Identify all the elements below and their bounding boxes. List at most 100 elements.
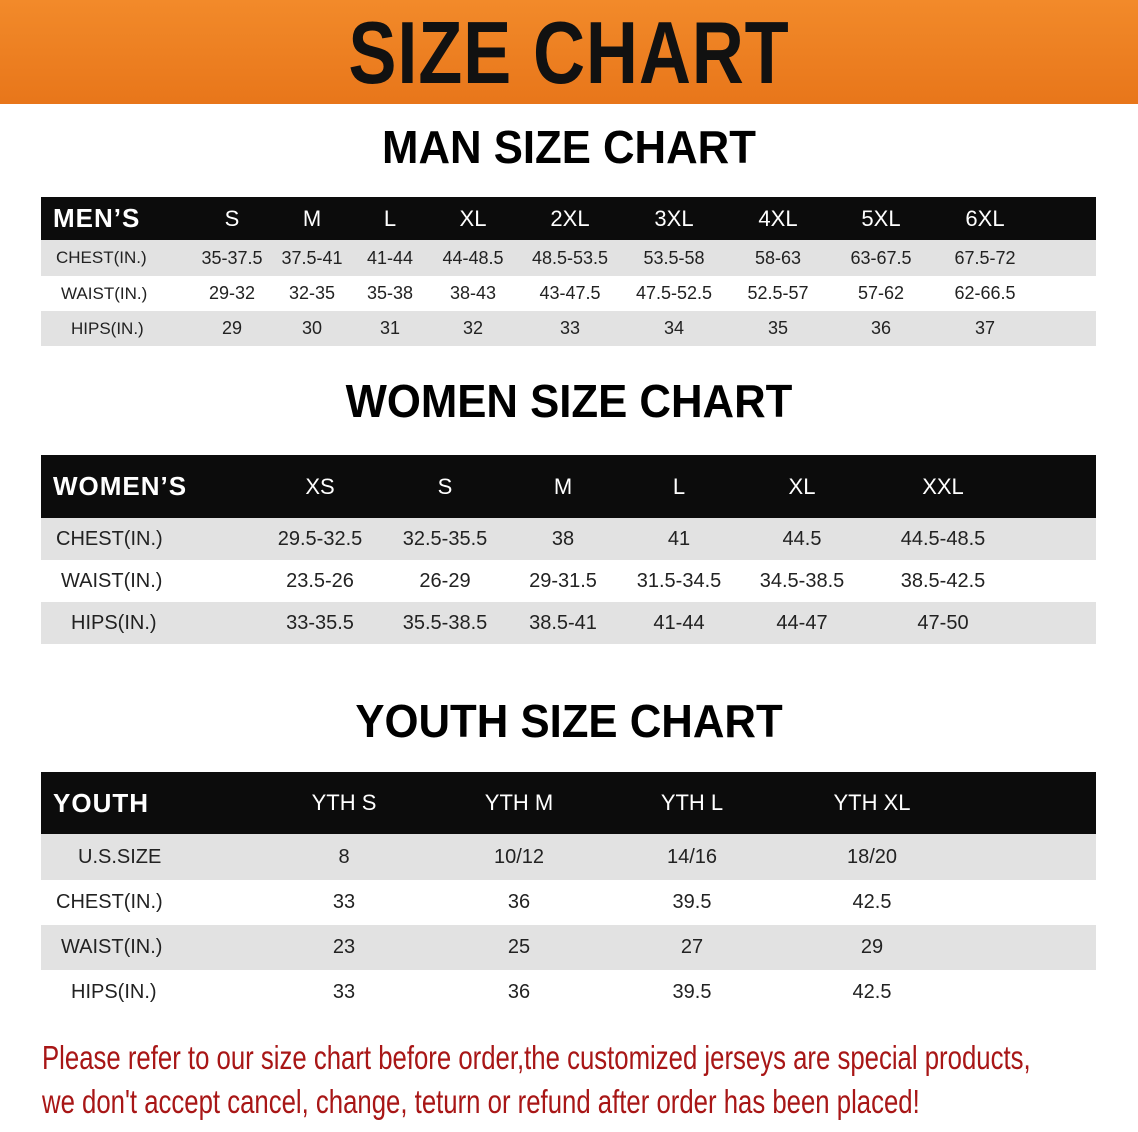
banner-title: SIZE CHART bbox=[348, 3, 790, 102]
men-table-cell: 62-66.5 bbox=[954, 283, 1016, 303]
men-size-header: 2XL bbox=[550, 205, 590, 231]
women-row-label: HIPS(IN.) bbox=[71, 611, 157, 634]
men-table-row: CHEST(IN.) 35-37.5 37.5-41 41-44 44-48.5 48.5… bbox=[41, 240, 1096, 276]
women-size-header: S bbox=[437, 473, 453, 499]
men-table-row: WAIST(IN.) 29-32 32-35 35-38 38-43 43-47.5 47.… bbox=[41, 276, 1096, 311]
women-table-cell: 29-31.5 bbox=[529, 569, 597, 592]
women-size-header: XXL bbox=[922, 473, 964, 499]
youth-table-cell: 33 bbox=[332, 981, 356, 1003]
notice-line-2: we don't accept cancel, change, teturn o… bbox=[42, 1083, 920, 1120]
youth-table-row: WAIST(IN.) 23 25 27 29 bbox=[41, 925, 1096, 970]
women-header-label: WOMEN’S bbox=[53, 471, 188, 501]
youth-table-cell: 18/20 bbox=[846, 845, 898, 868]
youth-row-label: U.S.SIZE bbox=[78, 845, 162, 868]
women-table-cell: 35.5-38.5 bbox=[402, 611, 488, 634]
women-table-cell: 41 bbox=[667, 527, 691, 550]
women-table-row: WAIST(IN.) 23.5-26 26-29 29-31.5 31.5-34.5 34… bbox=[41, 560, 1096, 602]
youth-header-row: YOUTH YTH S YTH M YTH L YTH XL bbox=[41, 772, 1096, 834]
men-table-cell: 34 bbox=[663, 318, 685, 338]
women-table-cell: 38.5-41 bbox=[529, 611, 597, 634]
youth-size-header: YTH L bbox=[660, 790, 724, 815]
youth-table-cell: 39.5 bbox=[672, 891, 712, 913]
youth-table-row: HIPS(IN.) 33 36 39.5 42.5 bbox=[41, 970, 1096, 1015]
women-table-cell: 23.5-26 bbox=[286, 569, 354, 592]
youth-table-cell: 27 bbox=[680, 936, 704, 958]
men-table-cell: 52.5-57 bbox=[747, 283, 809, 303]
men-header-row: MEN’S S M L XL 2XL 3XL 4XL 5XL 6XL bbox=[41, 197, 1096, 240]
men-row-label: HIPS(IN.) bbox=[71, 318, 144, 338]
men-size-header: S bbox=[224, 205, 240, 231]
men-table-cell: 57-62 bbox=[857, 283, 905, 303]
women-table-row: HIPS(IN.) 33-35.5 35.5-38.5 38.5-41 41-44 44-… bbox=[41, 602, 1096, 644]
men-size-header: 5XL bbox=[861, 205, 901, 231]
women-size-header: XL bbox=[788, 473, 816, 499]
women-table-cell: 44-47 bbox=[776, 611, 828, 634]
men-table-cell: 44-48.5 bbox=[442, 247, 504, 268]
men-table-cell: 35-38 bbox=[366, 283, 414, 303]
youth-table-cell: 36 bbox=[507, 981, 531, 1003]
youth-table-cell: 33 bbox=[332, 891, 356, 913]
women-table-cell: 38 bbox=[551, 527, 575, 550]
men-table-cell: 33 bbox=[559, 318, 581, 338]
men-table-cell: 47.5-52.5 bbox=[635, 283, 713, 303]
women-table-cell: 26-29 bbox=[419, 569, 471, 592]
men-table-cell: 37.5-41 bbox=[281, 247, 343, 268]
youth-table-row: U.S.SIZE 8 10/12 14/16 18/20 bbox=[41, 834, 1096, 880]
youth-row-label: HIPS(IN.) bbox=[71, 981, 157, 1003]
men-section-title: MAN SIZE CHART bbox=[382, 121, 756, 173]
men-table-cell: 32 bbox=[462, 318, 484, 338]
men-row-label: CHEST(IN.) bbox=[56, 248, 147, 267]
women-table-cell: 44.5-48.5 bbox=[900, 527, 986, 550]
men-table-cell: 30 bbox=[301, 318, 323, 338]
men-table-cell: 67.5-72 bbox=[954, 247, 1016, 268]
youth-table-cell: 8 bbox=[338, 845, 350, 868]
youth-row-label: CHEST(IN.) bbox=[56, 891, 163, 913]
men-table-cell: 36 bbox=[870, 318, 892, 338]
youth-size-header: YTH S bbox=[311, 790, 377, 815]
youth-section-title: YOUTH SIZE CHART bbox=[355, 695, 783, 747]
men-size-header: L bbox=[383, 205, 397, 231]
men-table-cell: 37 bbox=[974, 318, 996, 338]
women-row-label: WAIST(IN.) bbox=[61, 569, 163, 592]
men-table-cell: 35-37.5 bbox=[201, 247, 263, 268]
women-table-cell: 33-35.5 bbox=[286, 611, 354, 634]
men-table-cell: 31 bbox=[379, 318, 401, 338]
youth-table-cell: 39.5 bbox=[672, 981, 712, 1003]
youth-header-label: YOUTH bbox=[53, 787, 149, 818]
women-row-label: CHEST(IN.) bbox=[56, 527, 163, 550]
men-table-row: HIPS(IN.) 29 30 31 32 33 34 35 36 37 bbox=[41, 311, 1096, 346]
youth-table-cell: 25 bbox=[507, 936, 531, 958]
women-section-title: WOMEN SIZE CHART bbox=[345, 375, 793, 427]
men-size-header: 6XL bbox=[965, 205, 1005, 231]
men-table-cell: 43-47.5 bbox=[539, 283, 601, 303]
women-table-cell: 44.5 bbox=[782, 527, 822, 550]
youth-table-row: CHEST(IN.) 33 36 39.5 42.5 bbox=[41, 880, 1096, 925]
notice-line-1: Please refer to our size chart before or… bbox=[42, 1039, 1031, 1076]
women-table-cell: 29.5-32.5 bbox=[277, 527, 363, 550]
youth-row-label: WAIST(IN.) bbox=[61, 936, 163, 958]
men-header-label: MEN’S bbox=[53, 203, 141, 233]
women-size-header: XS bbox=[305, 473, 335, 499]
women-table-cell: 38.5-42.5 bbox=[900, 569, 986, 592]
women-table-cell: 34.5-38.5 bbox=[759, 569, 845, 592]
men-size-header: 4XL bbox=[758, 205, 798, 231]
youth-table-cell: 23 bbox=[332, 936, 356, 958]
banner: SIZE CHART bbox=[0, 0, 1138, 104]
men-table-cell: 29 bbox=[221, 318, 243, 338]
women-header-row: WOMEN’S XS S M L XL XXL bbox=[41, 455, 1096, 518]
men-size-header: XL bbox=[459, 205, 487, 231]
women-size-header: M bbox=[553, 473, 573, 499]
women-table-cell: 32.5-35.5 bbox=[402, 527, 488, 550]
women-table-cell: 31.5-34.5 bbox=[636, 569, 722, 592]
women-table-cell: 47-50 bbox=[917, 611, 969, 634]
men-table-cell: 48.5-53.5 bbox=[531, 247, 609, 268]
youth-table-cell: 42.5 bbox=[852, 981, 892, 1003]
women-size-header: L bbox=[672, 473, 686, 499]
men-table-cell: 63-67.5 bbox=[850, 247, 912, 268]
men-table-cell: 38-43 bbox=[449, 283, 497, 303]
youth-table-cell: 14/16 bbox=[666, 845, 718, 868]
men-table-cell: 53.5-58 bbox=[643, 247, 705, 268]
men-table-cell: 41-44 bbox=[366, 247, 414, 268]
men-table-cell: 29-32 bbox=[208, 283, 256, 303]
youth-size-header: YTH M bbox=[484, 790, 554, 815]
